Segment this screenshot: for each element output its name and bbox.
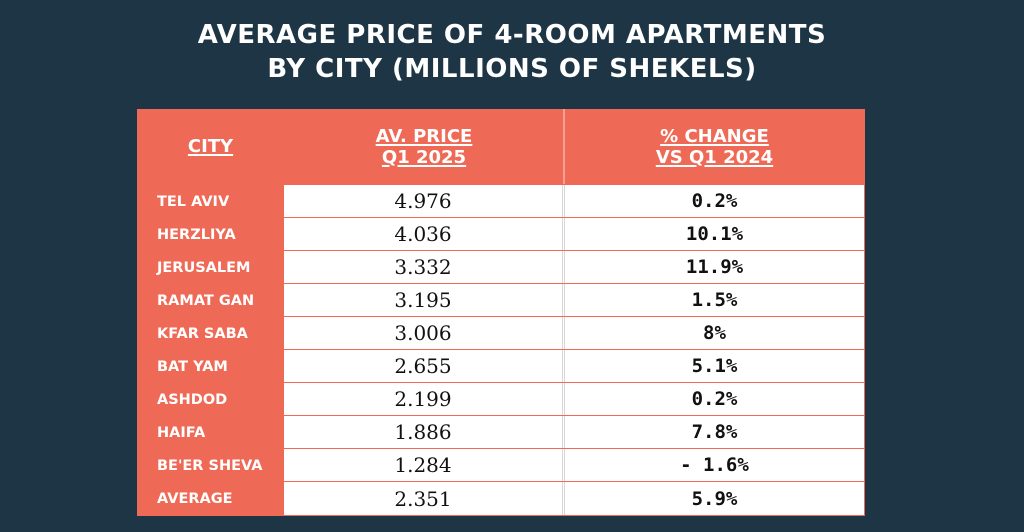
column-divider [562, 350, 565, 382]
column-divider [562, 383, 565, 415]
city-cell: BE'ER SHEVA [157, 457, 263, 474]
city-cell: JERUSALEM [157, 259, 251, 276]
change-cell: 5.9% [565, 482, 864, 515]
city-cell: HAIFA [157, 424, 206, 441]
change-cell: 0.2% [565, 185, 864, 217]
city-cell: TEL AVIV [157, 193, 230, 210]
table-row: RAMAT GAN 3.195 1.5% [137, 284, 865, 317]
city-cell: ASHDOD [157, 391, 228, 408]
header-city-label: CITY [187, 136, 234, 157]
table-header: CITY AV. PRICE Q1 2025 % CHANGE VS Q1 20… [137, 109, 865, 184]
city-cell: AVERAGE [157, 490, 233, 507]
change-cell: 11.9% [565, 251, 864, 283]
chart-title-line2: BY CITY (MILLIONS OF SHEKELS) [267, 54, 757, 84]
table-row: BAT YAM 2.655 5.1% [137, 350, 865, 383]
header-city: CITY [137, 109, 284, 184]
column-divider [562, 185, 565, 217]
price-cell: 2.351 [284, 482, 562, 515]
price-cell: 3.332 [284, 251, 562, 283]
column-divider [562, 449, 565, 481]
city-cell: HERZLIYA [157, 226, 236, 243]
table-row: JERUSALEM 3.332 11.9% [137, 251, 865, 284]
column-divider [562, 251, 565, 283]
column-divider [562, 284, 565, 316]
change-cell: 7.8% [565, 416, 864, 448]
change-cell: 0.2% [565, 383, 864, 415]
price-cell: 3.195 [284, 284, 562, 316]
price-table: CITY AV. PRICE Q1 2025 % CHANGE VS Q1 20… [137, 109, 865, 516]
column-divider [562, 416, 565, 448]
column-divider [562, 317, 565, 349]
price-cell: 1.886 [284, 416, 562, 448]
table-row: HAIFA 1.886 7.8% [137, 416, 865, 449]
chart-title: AVERAGE PRICE OF 4-ROOM APARTMENTS BY CI… [0, 18, 1024, 86]
change-cell: 1.5% [565, 284, 864, 316]
city-cell: KFAR SABA [157, 325, 248, 342]
price-cell: 2.655 [284, 350, 562, 382]
price-cell: 2.199 [284, 383, 562, 415]
column-divider [562, 482, 565, 515]
change-cell: 8% [565, 317, 864, 349]
table-row: ASHDOD 2.199 0.2% [137, 383, 865, 416]
header-change-line1: % CHANGE [660, 125, 769, 147]
price-cell: 4.036 [284, 218, 562, 250]
price-cell: 1.284 [284, 449, 562, 481]
table-body: TEL AVIV 4.976 0.2% HERZLIYA 4.036 10.1% JERUS… [137, 185, 865, 515]
header-price-line2: Q1 2025 [381, 146, 467, 168]
change-cell: 10.1% [565, 218, 864, 250]
price-cell: 3.006 [284, 317, 562, 349]
city-cell: BAT YAM [157, 358, 228, 375]
city-cell: RAMAT GAN [157, 292, 255, 309]
header-divider [563, 109, 565, 184]
column-divider [562, 218, 565, 250]
table-row: BE'ER SHEVA 1.284- 1.6% [137, 449, 865, 482]
table-row: TEL AVIV 4.976 0.2% [137, 185, 865, 218]
chart-title-line1: AVERAGE PRICE OF 4-ROOM APARTMENTS [197, 20, 827, 50]
table-row: KFAR SABA 3.006 8% [137, 317, 865, 350]
header-change-line2: VS Q1 2024 [655, 146, 774, 168]
table-row: AVERAGE 2.351 5.9% [137, 482, 865, 515]
price-cell: 4.976 [284, 185, 562, 217]
change-cell: 5.1% [565, 350, 864, 382]
table-row: HERZLIYA 4.036 10.1% [137, 218, 865, 251]
header-price-line1: AV. PRICE [375, 125, 473, 147]
header-price: AV. PRICE Q1 2025 [284, 109, 564, 184]
change-cell: - 1.6% [565, 449, 864, 481]
header-change: % CHANGE VS Q1 2024 [564, 109, 865, 184]
